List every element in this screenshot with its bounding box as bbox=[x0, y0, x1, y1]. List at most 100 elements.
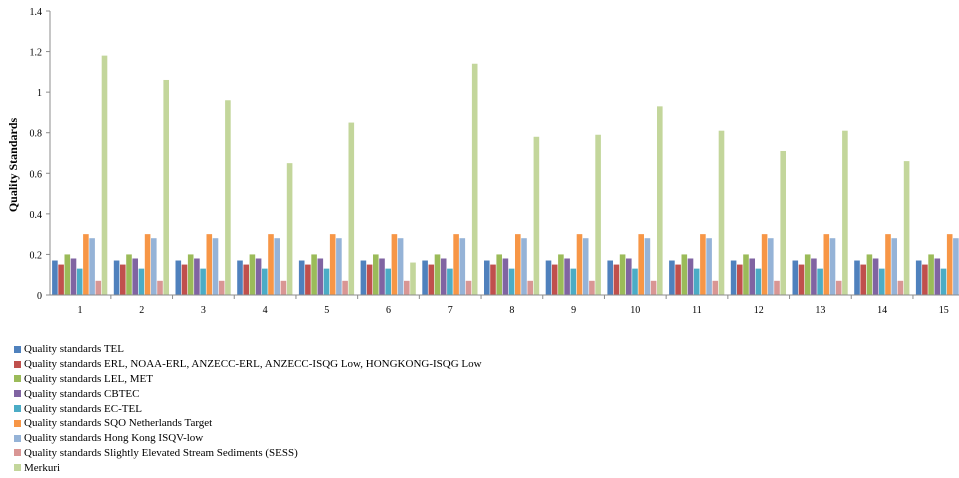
bar bbox=[163, 79, 169, 295]
bar bbox=[792, 260, 799, 295]
bar bbox=[144, 234, 151, 295]
bar bbox=[508, 268, 515, 295]
bar bbox=[459, 238, 466, 295]
bar bbox=[76, 268, 83, 295]
bar bbox=[842, 130, 848, 295]
bar bbox=[657, 106, 663, 295]
bar bbox=[515, 234, 521, 295]
y-tick-label: 1.4 bbox=[30, 7, 43, 18]
x-tick-label: 9 bbox=[571, 305, 576, 316]
bar bbox=[829, 238, 836, 295]
bar bbox=[348, 122, 355, 295]
legend-label: Quality standards SQO Netherlands Target bbox=[24, 417, 213, 430]
bar bbox=[860, 264, 866, 295]
bar bbox=[397, 238, 404, 295]
bar bbox=[638, 234, 644, 295]
bar bbox=[298, 260, 305, 295]
bar bbox=[730, 260, 737, 295]
bar bbox=[854, 260, 860, 295]
y-tick-label: 0 bbox=[37, 291, 42, 302]
bar bbox=[835, 280, 842, 295]
y-axis-title: Quality Standards bbox=[6, 117, 20, 212]
bar bbox=[286, 163, 293, 295]
bar bbox=[669, 260, 675, 295]
bar bbox=[175, 260, 182, 295]
y-tick-label: 0.4 bbox=[30, 210, 43, 221]
y-tick-label: 1.2 bbox=[30, 48, 43, 59]
bar bbox=[113, 260, 120, 295]
legend-swatch bbox=[14, 405, 21, 413]
bar bbox=[218, 280, 225, 295]
bar bbox=[255, 258, 262, 295]
chart-svg: Quality Standards 0 0.2 0.4 0.6 0.8 1 1.2 1.4 1… bbox=[6, 7, 959, 316]
bar bbox=[903, 161, 910, 295]
bar bbox=[440, 258, 447, 295]
legend-label: Quality standards CBTEC bbox=[24, 387, 140, 400]
bar bbox=[755, 268, 762, 295]
legend-swatch bbox=[14, 390, 21, 398]
bar bbox=[502, 258, 509, 295]
bar bbox=[249, 254, 256, 295]
bar bbox=[940, 268, 947, 295]
bar bbox=[187, 254, 194, 295]
bar bbox=[675, 264, 681, 295]
bar bbox=[687, 258, 694, 295]
x-tick-label: 7 bbox=[448, 305, 453, 316]
bar bbox=[558, 254, 564, 295]
x-tick-label: 5 bbox=[324, 305, 329, 316]
bar bbox=[712, 280, 719, 295]
bar bbox=[70, 258, 77, 295]
bar bbox=[570, 268, 577, 295]
bar bbox=[872, 258, 879, 295]
bar bbox=[817, 268, 823, 295]
bar bbox=[879, 268, 885, 295]
bar bbox=[181, 264, 188, 295]
bar bbox=[305, 264, 311, 295]
bar bbox=[120, 264, 126, 295]
legend-label: Merkuri bbox=[24, 461, 61, 474]
legend-swatch bbox=[14, 375, 21, 383]
bar bbox=[101, 55, 108, 295]
bar bbox=[589, 280, 595, 295]
bar bbox=[311, 254, 317, 295]
bar bbox=[885, 234, 891, 295]
x-tick-label: 2 bbox=[139, 305, 144, 316]
bar bbox=[922, 264, 928, 295]
bar bbox=[866, 254, 873, 295]
bar bbox=[496, 254, 502, 295]
bar bbox=[262, 268, 268, 295]
chart: Quality Standards 0 0.2 0.4 0.6 0.8 1 1.2 1.4 1… bbox=[6, 7, 959, 316]
x-tick-label: 10 bbox=[630, 305, 640, 316]
x-tick-label: 4 bbox=[263, 305, 268, 316]
bar bbox=[157, 280, 163, 295]
y-tick-label: 1 bbox=[37, 88, 42, 99]
legend-item: Quality standards SQO Netherlands Target bbox=[14, 416, 482, 431]
legend-label: Quality standards ERL, NOAA-ERL, ANZECC-… bbox=[24, 358, 482, 371]
bar bbox=[761, 234, 768, 295]
legend-label: Quality standards EC-TEL bbox=[24, 402, 142, 415]
bar bbox=[323, 268, 330, 295]
bar bbox=[329, 234, 336, 295]
bar bbox=[749, 258, 755, 295]
bar bbox=[551, 264, 558, 295]
bar bbox=[342, 280, 348, 295]
bar bbox=[595, 134, 601, 295]
bar bbox=[64, 254, 71, 295]
bar bbox=[95, 280, 102, 295]
legend-item: Quality standards ERL, NOAA-ERL, ANZECC-… bbox=[14, 357, 482, 372]
legend-swatch bbox=[14, 345, 21, 353]
bar bbox=[650, 280, 657, 295]
bar bbox=[385, 268, 391, 295]
bar bbox=[404, 280, 410, 295]
bar bbox=[268, 234, 274, 295]
bar bbox=[434, 254, 441, 295]
bar bbox=[194, 258, 200, 295]
x-tick-label: 12 bbox=[754, 305, 764, 316]
bar bbox=[928, 254, 934, 295]
legend-swatch bbox=[14, 434, 21, 442]
bar bbox=[52, 260, 58, 295]
legend-item: Quality standards Hong Kong ISQV-low bbox=[14, 431, 482, 446]
bar bbox=[823, 234, 830, 295]
bar bbox=[576, 234, 583, 295]
bar bbox=[484, 260, 490, 295]
